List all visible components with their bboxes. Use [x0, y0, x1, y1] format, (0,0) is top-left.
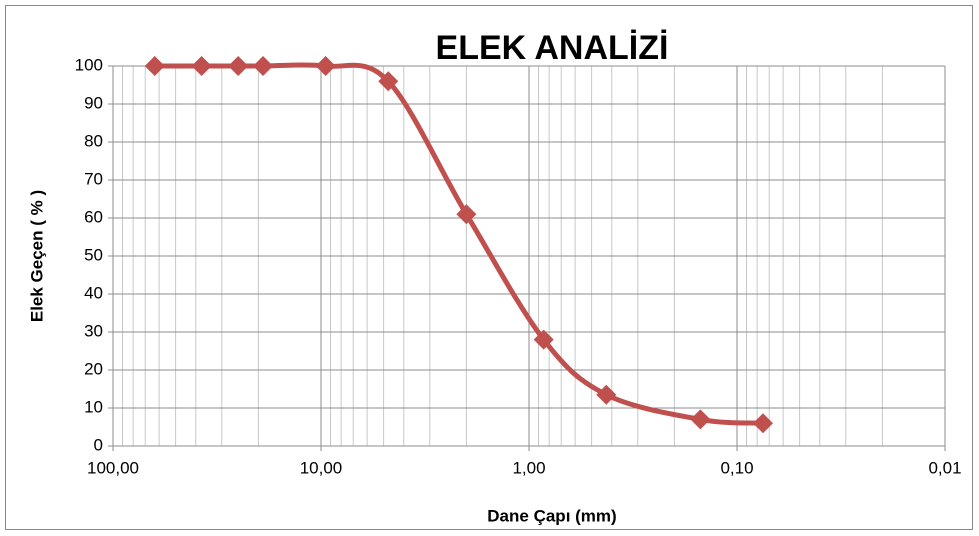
y-tick-label: 20	[84, 359, 103, 378]
chart-title: ELEK ANALİZİ	[436, 29, 669, 67]
y-tick-label: 90	[84, 93, 103, 112]
data-point	[690, 409, 711, 430]
x-tick-label: 1,00	[512, 458, 545, 477]
y-tick-label: 100	[75, 55, 103, 74]
x-tick-label: 0,01	[928, 458, 961, 477]
y-tick-label: 40	[84, 283, 103, 302]
y-tick-label: 60	[84, 207, 103, 226]
data-point	[533, 329, 554, 350]
data-point	[144, 56, 165, 76]
data-point	[456, 204, 477, 225]
y-tick-label: 30	[84, 321, 103, 340]
data-point	[228, 56, 249, 76]
data-point	[253, 56, 274, 76]
y-tick-label: 0	[94, 435, 103, 454]
data-point	[378, 71, 399, 92]
data-point	[752, 413, 773, 434]
x-axis-label: Dane Çapı (mm)	[487, 506, 616, 525]
chart-border	[5, 5, 973, 530]
y-tick-label: 50	[84, 245, 103, 264]
data-point	[596, 384, 617, 405]
x-tick-label: 0,10	[720, 458, 753, 477]
x-tick-label: 10,00	[300, 458, 343, 477]
y-tick-label: 80	[84, 131, 103, 150]
x-tick-label: 100,00	[87, 458, 139, 477]
y-axis-label: Elek Geçen ( % )	[27, 190, 46, 322]
y-tick-label: 70	[84, 169, 103, 188]
y-tick-label: 10	[84, 397, 103, 416]
data-point	[191, 56, 212, 76]
data-point	[315, 56, 336, 76]
